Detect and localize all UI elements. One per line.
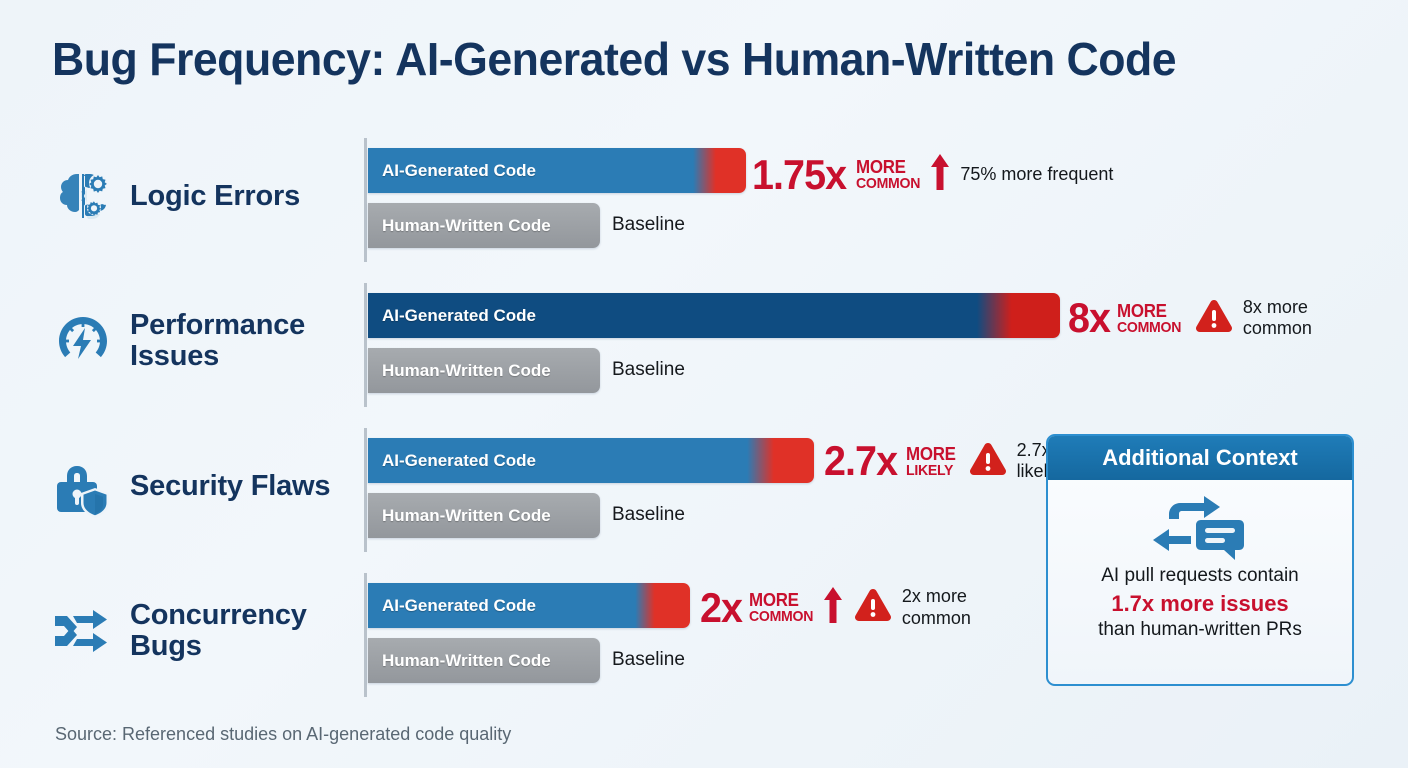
callout-note: 75% more frequent [960,163,1114,184]
multiplier-qualifier: MORE LIKELY [906,445,959,478]
qualifier-line-1: MORE [856,157,906,177]
ai-bar-label: AI-Generated Code [382,160,536,180]
human-bar-logic-errors: Human-Written Code [368,203,600,248]
pull-request-chat-icon [1147,490,1253,564]
multiplier-group: 2x MORE COMMON [700,585,844,630]
card-header: Additional Context [1048,436,1352,480]
additional-context-card: Additional Context AI pull requests cont… [1046,434,1354,686]
card-line-1: AI pull requests contain [1101,565,1299,586]
axis-line [364,428,367,552]
warning-triangle-icon [968,441,1008,482]
shuffle-arrows-icon [50,598,116,664]
qualifier-line-1: MORE [748,590,799,610]
multiplier-value: 2x [700,583,743,631]
qualifier-line-2: COMMON [748,608,813,625]
axis-line [364,283,367,407]
qualifier-line-1: MORE [1116,300,1167,321]
ai-bar-label: AI-Generated Code [382,450,536,470]
row-performance-issues: Performance Issues AI-Generated Code Hum… [0,281,1408,426]
multiplier-group: 1.75x MORE COMMON [752,152,951,197]
callout-note: 8x more common [1242,297,1312,339]
multiplier-qualifier: MORE COMMON [1117,302,1185,335]
baseline-label: Baseline [612,359,685,380]
multiplier-qualifier: MORE COMMON [749,591,817,624]
multiplier-group: 8x MORE COMMON [1068,297,1185,339]
qualifier-line-2: COMMON [856,175,921,192]
qualifier-line-1: MORE [905,443,956,464]
padlock-shield-icon [50,453,116,519]
warning-triangle-icon [853,587,893,628]
human-bar-security-flaws: Human-Written Code [368,493,600,538]
source-note: Source: Referenced studies on AI-generat… [55,724,512,744]
category-label: Security Flaws [130,469,331,502]
card-line-3: than human-written PRs [1098,619,1302,641]
brain-gears-icon [50,163,116,229]
baseline-label: Baseline [612,649,685,670]
ai-bar-performance-issues: AI-Generated Code [368,293,1060,338]
category-logic-errors: Logic Errors [50,136,350,256]
human-bar-label: Human-Written Code [382,505,551,525]
baseline-label: Baseline [612,214,685,235]
callout-note: 2x more common [901,586,971,628]
multiplier-value: 2.7x [824,437,898,485]
row-logic-errors: Logic Errors AI-Generated Code Human-Wri… [0,136,1408,281]
ai-bar-security-flaws: AI-Generated Code [368,438,814,483]
up-arrow-icon [822,585,844,630]
category-security-flaws: Security Flaws [50,426,350,546]
category-label: Concurrency Bugs [130,599,307,662]
warning-triangle-icon [1194,298,1234,339]
human-bar-performance-issues: Human-Written Code [368,348,600,393]
human-bar-concurrency-bugs: Human-Written Code [368,638,600,683]
ai-bar-label: AI-Generated Code [382,305,536,325]
qualifier-line-2: LIKELY [905,461,953,479]
callout-logic-errors: 1.75x MORE COMMON 75% more frequent [752,152,1113,197]
category-label: Logic Errors [130,179,301,212]
multiplier-value: 8x [1068,294,1111,342]
callout-performance-issues: 8x MORE COMMON 8x more common [1068,297,1312,339]
card-body: AI pull requests contain 1.7x more issue… [1048,480,1352,643]
human-bar-label: Human-Written Code [382,215,551,235]
card-line-2-accent: 1.7x more issues [1111,590,1289,616]
ai-bar-label: AI-Generated Code [382,595,536,615]
baseline-label: Baseline [612,504,685,525]
speedometer-bolt-icon [50,308,116,374]
multiplier-value: 1.75x [752,150,847,198]
human-bar-label: Human-Written Code [382,650,551,670]
category-concurrency-bugs: Concurrency Bugs [50,571,350,691]
category-performance-issues: Performance Issues [50,281,350,401]
axis-line [364,573,367,697]
row-concurrency-bugs: Concurrency Bugs AI-Generated Code Human… [0,571,1408,716]
ai-bar-concurrency-bugs: AI-Generated Code [368,583,690,628]
multiplier-group: 2.7x MORE LIKELY [824,440,959,482]
ai-bar-logic-errors: AI-Generated Code [368,148,746,193]
human-bar-label: Human-Written Code [382,360,551,380]
axis-line [364,138,367,262]
bar-rows-container: Logic Errors AI-Generated Code Human-Wri… [0,136,1408,716]
qualifier-line-2: COMMON [1116,318,1181,336]
callout-concurrency-bugs: 2x MORE COMMON 2x more common [700,585,971,630]
multiplier-qualifier: MORE COMMON [856,158,924,191]
up-arrow-icon [929,152,951,197]
category-label: Performance Issues [130,309,306,372]
page-title: Bug Frequency: AI-Generated vs Human-Wri… [52,33,1177,85]
